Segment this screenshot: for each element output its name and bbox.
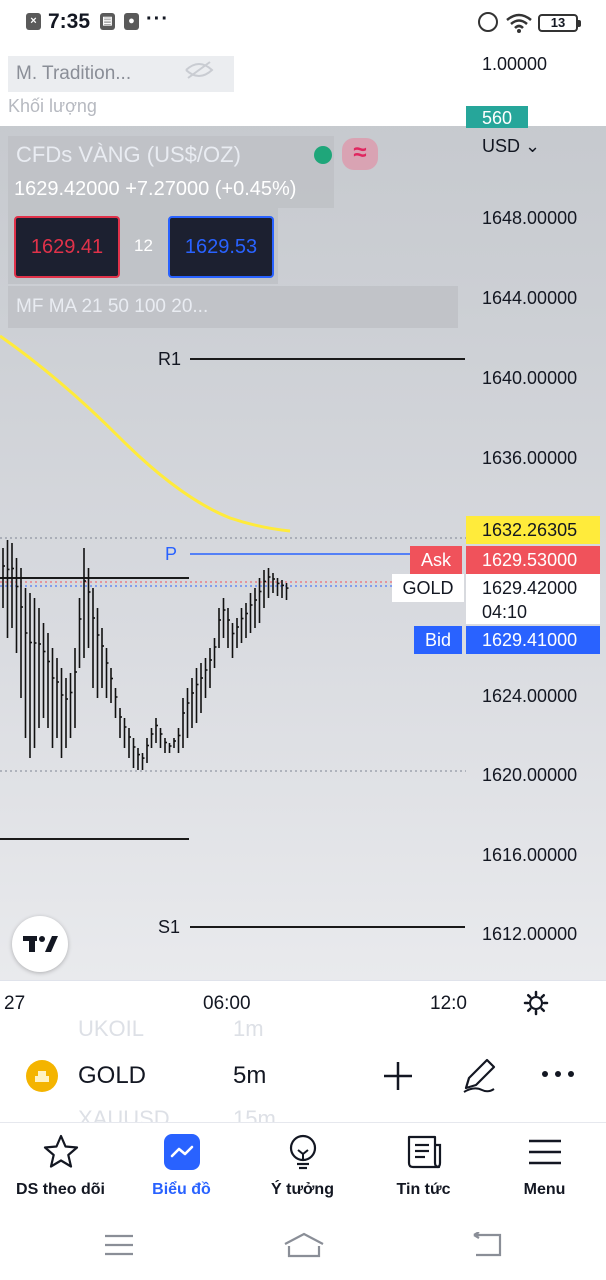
price-axis-label: 1616.00000	[482, 845, 578, 865]
price-axis-label: 1636.00000	[482, 448, 578, 468]
home-icon[interactable]	[283, 1232, 325, 1258]
system-navigation-bar	[0, 1214, 606, 1280]
nav-label: DS theo dõi	[16, 1181, 105, 1198]
price-axis-label: 1620.00000	[482, 765, 578, 785]
price-bars	[2, 540, 289, 770]
symbol-tag: GOLD	[392, 574, 464, 602]
bid-label: Bid	[414, 626, 462, 654]
ask-label: Ask	[410, 546, 462, 574]
star-icon	[43, 1134, 79, 1168]
indicator-label[interactable]: M. Tradition...	[8, 56, 234, 92]
more-notifications-icon: ···	[146, 8, 169, 30]
last-price-value: 1629.42000	[482, 578, 578, 598]
pivot-s1-label: S1	[158, 917, 181, 937]
nav-news[interactable]: Tin tức	[363, 1123, 484, 1215]
indicators-legend-bg	[8, 286, 458, 328]
news-icon	[407, 1135, 442, 1169]
wifi-icon	[506, 13, 532, 33]
nav-watchlist[interactable]: DS theo dõi	[0, 1123, 121, 1215]
add-icon[interactable]	[382, 1060, 414, 1092]
notification-x-icon: ×	[26, 13, 41, 30]
volume-badge: 560	[466, 106, 528, 128]
lightbulb-icon	[289, 1134, 317, 1170]
nav-chart[interactable]: Biểu đồ	[121, 1123, 242, 1215]
bid-price-tag: 1629.41000	[466, 626, 600, 654]
back-icon[interactable]	[472, 1232, 504, 1258]
price-chart[interactable]	[0, 48, 606, 980]
delayed-data-icon[interactable]: ≈	[342, 138, 378, 170]
bar-countdown: 04:10	[482, 602, 528, 622]
currency-label: USD	[482, 136, 521, 156]
hamburger-icon	[529, 1139, 561, 1165]
currency-selector[interactable]: USD ⌄	[482, 136, 540, 157]
nav-ideas[interactable]: Ý tưởng	[242, 1123, 363, 1215]
time-axis-label: 06:00	[203, 993, 251, 1014]
symbol-title[interactable]: CFDs VÀNG (US$/OZ)	[16, 142, 241, 167]
pivot-r1-label: R1	[158, 349, 182, 369]
price-axis-label: 1644.00000	[482, 288, 578, 308]
price-change: 1629.42000 +7.27000 (+0.45%)	[14, 178, 297, 200]
alarm-icon	[478, 12, 498, 32]
more-options-icon[interactable]	[540, 1068, 576, 1080]
indicator-axis-value: 1.00000	[482, 54, 548, 74]
drawing-tools-icon[interactable]	[460, 1056, 498, 1094]
indicator-pane: M. Tradition... Khối lượng	[0, 48, 466, 126]
tradingview-logo[interactable]	[12, 916, 68, 972]
nav-label: Biểu đồ	[152, 1181, 211, 1198]
scroll-ghost-interval: 1m	[233, 1016, 264, 1041]
time-axis-label: 12:0	[430, 993, 467, 1014]
price-axis-label: 1624.00000	[482, 686, 578, 706]
time-axis[interactable]: 27 06:00 12:0	[0, 980, 606, 1026]
nav-menu[interactable]: Menu	[484, 1123, 605, 1215]
volume-label: Khối lượng	[8, 96, 97, 116]
eye-hidden-icon[interactable]	[184, 60, 214, 80]
status-bar: × 7:35 ▤ ● ··· 13	[0, 0, 606, 48]
tradingview-logo-icon	[23, 936, 58, 952]
price-axis-label: 1648.00000	[482, 208, 578, 228]
status-time: 7:35	[48, 10, 91, 33]
symbol-legend-bg	[8, 136, 334, 174]
spread-value: 12	[134, 236, 153, 255]
scroll-ghost-symbol: UKOIL	[78, 1016, 145, 1041]
sell-button[interactable]: 1629.41	[14, 216, 120, 278]
buy-button[interactable]: 1629.53	[168, 216, 274, 278]
nav-label: Ý tưởng	[271, 1181, 334, 1198]
chevron-down-icon: ⌄	[525, 136, 541, 156]
price-row-bg	[8, 174, 334, 208]
gold-symbol-icon	[26, 1060, 58, 1092]
ask-price-tag: 1629.53000	[466, 546, 600, 574]
last-price-tag: 1629.42000 04:10	[466, 574, 600, 624]
chart-icon	[164, 1134, 200, 1170]
time-axis-label: 27	[4, 993, 26, 1014]
chart-area[interactable]: M. Tradition... Khối lượng 1.00000 560 C…	[0, 48, 606, 980]
bottom-navigation: DS theo dõi Biểu đồ Ý tưởng Tin tức	[0, 1122, 606, 1214]
nav-label: Tin tức	[396, 1181, 451, 1198]
app-notification-icon: ●	[124, 13, 139, 30]
chart-settings-icon[interactable]	[522, 989, 550, 1017]
market-open-icon	[314, 146, 332, 164]
chart-toolbar: UKOIL 1m GOLD 5m XAUUSD 15m	[0, 1016, 606, 1131]
ma-price-tag: 1632.26305	[466, 516, 600, 544]
price-axis-label: 1612.00000	[482, 924, 578, 944]
recent-apps-icon[interactable]	[104, 1234, 134, 1256]
pivot-p-label: P	[165, 544, 178, 564]
indicators-legend[interactable]: MF MA 21 50 100 20...	[16, 296, 209, 317]
interval-selector[interactable]: 5m	[233, 1062, 267, 1089]
nav-label: Menu	[523, 1181, 566, 1198]
message-icon: ▤	[100, 13, 115, 30]
symbol-selector[interactable]: GOLD	[78, 1062, 147, 1089]
battery-icon: 13	[538, 14, 581, 32]
price-axis-label: 1640.00000	[482, 368, 578, 388]
moving-average-line	[0, 334, 291, 533]
